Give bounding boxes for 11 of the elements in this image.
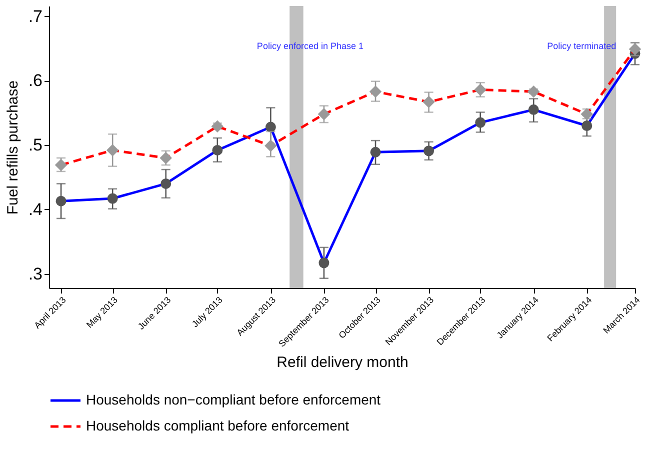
band-label: Policy enforced in Phase 1	[256, 41, 364, 51]
legend-label: Households compliant before enforcement	[86, 418, 350, 434]
legend-label: Households non−compliant before enforcement	[86, 392, 381, 408]
y-tick-label: .3	[28, 264, 42, 284]
y-tick-label: .7	[28, 6, 42, 26]
band-label: Policy terminated	[547, 41, 616, 51]
y-tick-label: .6	[28, 71, 42, 90]
y-tick-label: .5	[28, 136, 42, 155]
y-axis-title: Fuel refills purchase	[4, 80, 22, 215]
y-tick-label: .4	[28, 200, 42, 219]
x-axis-title: Refil delivery month	[276, 354, 408, 371]
